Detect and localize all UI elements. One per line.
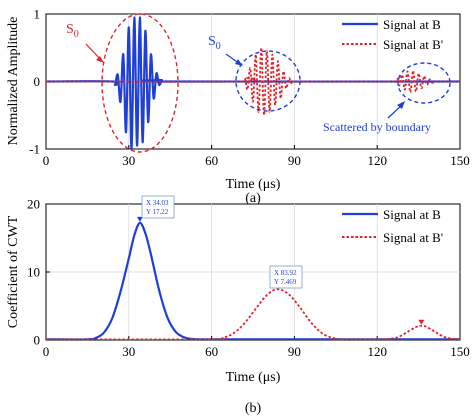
y-tick-label: 1	[34, 7, 41, 22]
x-tick-label: 120	[367, 153, 387, 168]
legend-b-label-signal-b: Signal at B	[383, 207, 441, 222]
datatip-peak-b-prime-x: X 83.92	[274, 269, 297, 277]
x-tick-label: 120	[367, 344, 387, 359]
x-tick-label: 150	[450, 344, 470, 359]
chart-b-legend: Signal at B Signal at B'	[342, 207, 443, 245]
s0-blue-arrowhead	[235, 59, 243, 66]
chart-b-y-axis-label: Coefficient of CWT	[6, 215, 21, 328]
s0-blue-ellipse	[235, 50, 301, 112]
x-tick-label: 60	[205, 153, 218, 168]
y-tick-label: 20	[27, 197, 40, 212]
x-tick-label: 30	[122, 153, 135, 168]
x-tick-label: 60	[205, 344, 218, 359]
s0-red-ellipse	[101, 13, 179, 153]
y-tick-label: 0	[34, 333, 41, 348]
chart-b-x-axis-label: Time (μs)	[226, 370, 281, 385]
scatter-blue-ellipse	[397, 62, 451, 104]
datatip-peak-b-prime: X 83.92 Y 7.469	[269, 265, 303, 289]
y-tick-label: -1	[29, 142, 40, 157]
s0-red-arrowhead	[96, 56, 104, 63]
datatip-peak-b: X 34.03 Y 17.22	[141, 195, 175, 219]
peak-marker	[418, 319, 425, 325]
datatip-peak-b-prime-y: Y 7.469	[274, 278, 297, 286]
x-tick-label: 0	[43, 344, 50, 359]
y-tick-label: 10	[27, 265, 40, 280]
legend-b-label-signal-b-prime: Signal at B'	[383, 230, 443, 245]
panel-a-label: (a)	[245, 191, 261, 206]
legend-a-label-signal-b-prime: Signal at B'	[383, 37, 443, 52]
x-tick-label: 30	[122, 344, 135, 359]
chart-b: 0 30 60 90 120 150 0 10 20 Coefficient of CWT Ti…	[6, 195, 470, 385]
chart-a-y-axis-label: Normalized Amplitude	[6, 17, 21, 146]
scattered-annotation: Scattered by boundary	[323, 120, 431, 134]
chart-a-legend: Signal at B Signal at B'	[342, 17, 443, 52]
chart-a-x-axis-label: Time (μs)	[226, 177, 281, 192]
peak-marker	[136, 216, 143, 222]
x-tick-label: 90	[288, 153, 301, 168]
datatip-peak-b-y: Y 17.22	[146, 208, 169, 216]
scattered-arrowhead	[397, 101, 405, 109]
legend-a-label-signal-b: Signal at B	[383, 17, 441, 32]
x-tick-label: 150	[450, 153, 470, 168]
series-line-cwt-b-prime	[46, 288, 460, 340]
y-tick-label: 0	[34, 74, 41, 89]
panel-b-label: (b)	[245, 401, 262, 416]
chart-a: 0 30 60 90 120 150-101 Normalized Amplitude T…	[6, 7, 470, 193]
datatip-peak-b-x: X 34.03	[146, 199, 169, 207]
series-line-signal-b	[46, 16, 460, 149]
x-tick-label: 90	[288, 344, 301, 359]
s0-blue-annotation: S0	[208, 34, 221, 52]
x-tick-label: 0	[43, 153, 50, 168]
s0-red-annotation: S0	[66, 22, 79, 40]
